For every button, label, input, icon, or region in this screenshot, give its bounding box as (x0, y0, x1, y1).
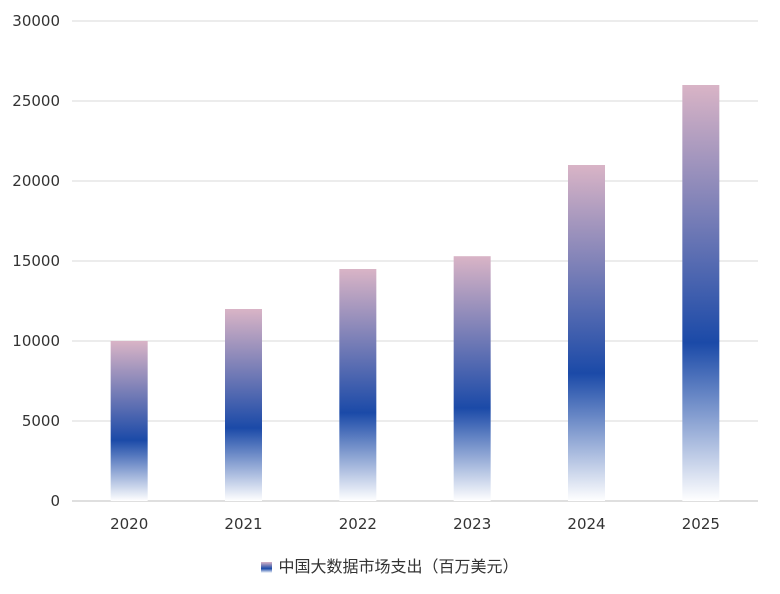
bars (110, 85, 720, 501)
y-tick-label: 15000 (12, 252, 60, 270)
x-axis-ticks: 2020 2021 2022 2023 2024 2025 (110, 515, 720, 533)
bar-2023 (453, 256, 491, 501)
y-tick-label: 30000 (12, 12, 60, 30)
bar-2022 (339, 269, 377, 501)
gridlines (72, 20, 758, 502)
legend-label: 中国大数据市场支出（百万美元） (278, 557, 519, 576)
bar-2021 (225, 309, 262, 501)
bar-2025 (682, 85, 720, 501)
legend-swatch (261, 562, 273, 573)
x-tick-label: 2020 (110, 515, 148, 533)
bar-2020 (110, 341, 148, 501)
y-axis-ticks: 0 5000 10000 15000 20000 25000 30000 (12, 12, 60, 510)
x-tick-label: 2023 (453, 515, 491, 533)
legend: 中国大数据市场支出（百万美元） (0, 553, 780, 577)
x-tick-label: 2022 (339, 515, 377, 533)
y-tick-label: 0 (50, 492, 60, 510)
y-tick-label: 5000 (22, 412, 60, 430)
x-tick-label: 2021 (224, 515, 262, 533)
y-tick-label: 10000 (12, 332, 60, 350)
x-tick-label: 2024 (567, 515, 605, 533)
x-tick-label: 2025 (682, 515, 720, 533)
y-tick-label: 25000 (12, 92, 60, 110)
bar-2024 (568, 165, 605, 501)
y-tick-label: 20000 (12, 172, 60, 190)
